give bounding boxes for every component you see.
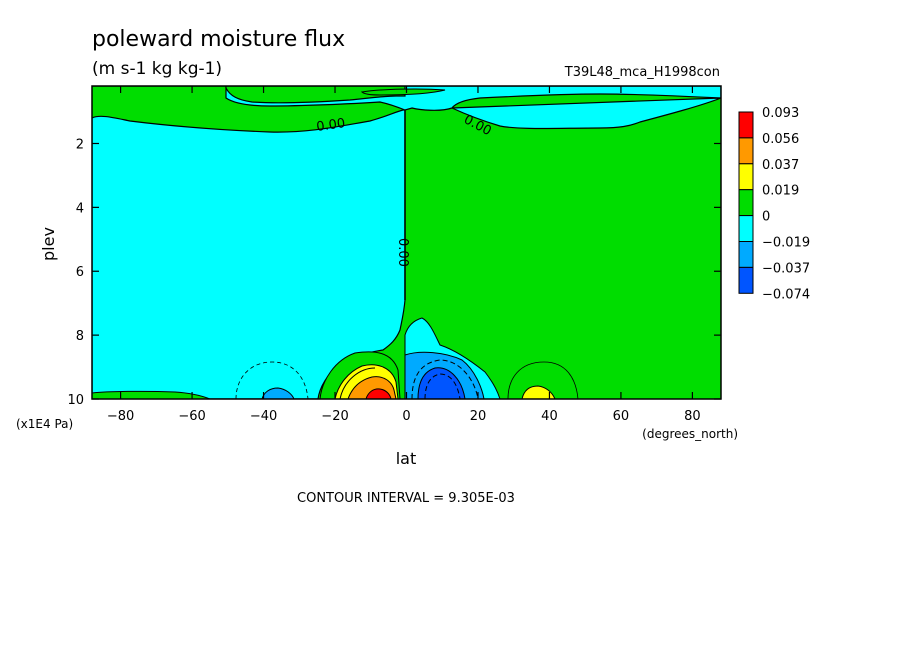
plot-area: 0.00 0.00 0.00 (91, 85, 722, 400)
x-tick-label: 20 (470, 409, 487, 424)
contour-interval-label: CONTOUR INTERVAL = 9.305E-03 (297, 491, 515, 506)
colorbar-label: 0.019 (762, 184, 799, 199)
colorbar: 0.093 0.056 0.037 0.019 0 −0.019 −0.037 −0.074 (738, 106, 810, 302)
region-positive-top (225, 86, 406, 104)
region-positive-nh-local (521, 385, 556, 399)
region-positive-sh-red (365, 388, 392, 399)
x-axis-label: lat (396, 449, 417, 468)
y-tick-label: 2 (76, 137, 84, 152)
region-positive-top-small (360, 88, 446, 96)
x-axis-ticks: −80 −60 −40 −20 0 20 40 60 80 (107, 86, 701, 424)
colorbar-label: −0.074 (762, 287, 810, 302)
contour-label: 0.00 (315, 116, 346, 135)
colorbar-label: −0.019 (762, 236, 810, 251)
chart-title: poleward moisture flux (92, 27, 345, 52)
colorbar-swatch (738, 266, 754, 294)
colorbar-swatch (738, 163, 754, 191)
x-tick-label: 60 (613, 409, 630, 424)
x-tick-label: 40 (541, 409, 558, 424)
y-tick-label: 6 (76, 265, 84, 280)
y-tick-label: 10 (67, 393, 84, 408)
colorbar-swatch (738, 215, 754, 243)
chart-units: (m s-1 kg kg-1) (92, 59, 222, 79)
region-negative-sh-local (261, 387, 295, 399)
y-axis-ticks: 2 4 6 8 10 (67, 137, 721, 408)
x-axis-units: (degrees_north) (642, 427, 738, 441)
y-tick-label: 4 (76, 201, 84, 216)
colorbar-label: 0.056 (762, 132, 799, 147)
contour-label: 0.00 (395, 238, 410, 267)
colorbar-label: −0.037 (762, 261, 810, 276)
colorbar-label: 0.093 (762, 106, 799, 121)
y-axis-label: plev (39, 227, 58, 261)
x-tick-label: −80 (107, 409, 134, 424)
region-negative-nh-core (417, 367, 466, 399)
colorbar-label: 0 (762, 210, 770, 225)
x-tick-label: −40 (250, 409, 277, 424)
experiment-label: T39L48_mca_H1998con (564, 65, 720, 80)
y-axis-units: (x1E4 Pa) (16, 417, 73, 431)
colorbar-swatch (738, 137, 754, 165)
x-tick-label: 80 (684, 409, 701, 424)
region-negative-nh-top (451, 97, 721, 130)
x-tick-label: −20 (321, 409, 348, 424)
colorbar-swatch (738, 111, 754, 139)
x-tick-label: 0 (402, 409, 410, 424)
region-positive-sfc-south (92, 390, 211, 399)
colorbar-swatch (738, 189, 754, 217)
y-tick-label: 8 (76, 329, 84, 344)
x-tick-label: −60 (178, 409, 205, 424)
colorbar-swatch (738, 241, 754, 268)
colorbar-label: 0.037 (762, 158, 799, 173)
